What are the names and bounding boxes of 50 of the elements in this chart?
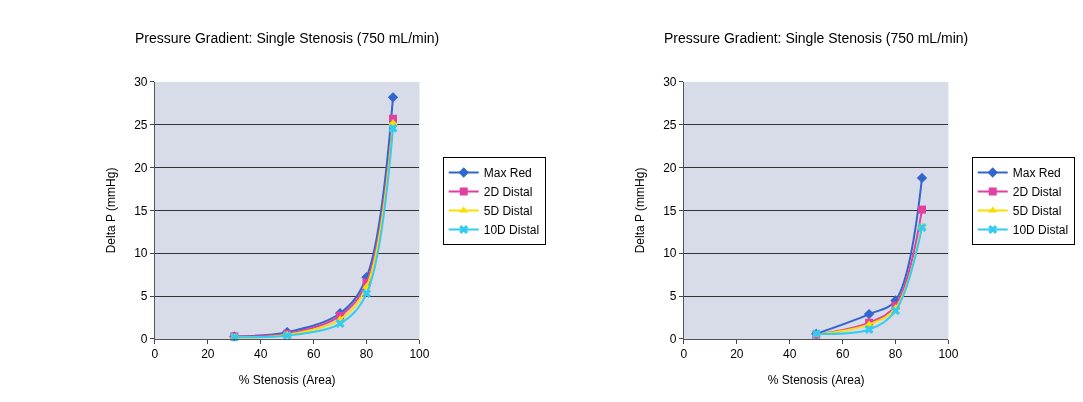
y-tick-label: 25 — [134, 117, 148, 132]
point — [918, 205, 926, 214]
x-tick-label: 80 — [888, 347, 903, 362]
y-tick-label: 25 — [663, 117, 677, 132]
point — [335, 319, 345, 329]
point — [362, 289, 372, 299]
legend-label: 10D Distal — [483, 223, 540, 238]
x-axis-title: % Stenosis (Area) — [238, 373, 336, 388]
legend-label: 5D Distal — [483, 204, 533, 219]
y-axis-title: Delta P (mmHg) — [104, 167, 119, 254]
y-tick-label: 30 — [663, 75, 677, 90]
y-tick-label: 20 — [663, 160, 677, 175]
x-tick-label: 100 — [938, 347, 959, 362]
point — [387, 92, 399, 103]
x-tick-label: 60 — [835, 347, 850, 362]
legend-label: Max Red — [483, 166, 532, 181]
x-tick-label: 80 — [359, 347, 374, 362]
legend-label: 2D Distal — [483, 185, 533, 200]
chart-title: Pressure Gradient: Single Stenosis (750 mL/min) — [135, 30, 440, 46]
legend-label: 10D Distal — [1012, 223, 1069, 238]
y-tick-label: 5 — [140, 289, 148, 304]
y-tick-label: 0 — [140, 332, 148, 347]
legend-label: Max Red — [1012, 166, 1061, 181]
legend-label: 5D Distal — [1012, 204, 1062, 219]
x-tick-label: 100 — [409, 347, 430, 362]
y-tick-label: 30 — [134, 75, 148, 90]
x-tick-label: 0 — [151, 347, 159, 362]
chart-title: Pressure Gradient: Single Stenosis (750 mL/min) — [664, 30, 969, 46]
legend-label: 2D Distal — [1012, 185, 1062, 200]
point — [916, 172, 928, 184]
y-axis-title: Delta P (mmHg) — [633, 167, 648, 254]
point — [917, 223, 927, 233]
x-tick-label: 60 — [306, 347, 321, 362]
y-tick-label: 15 — [134, 203, 148, 218]
x-tick-label: 20 — [730, 347, 744, 362]
x-tick-label: 40 — [783, 347, 797, 362]
x-tick-label: 0 — [680, 347, 688, 362]
x-tick-label: 20 — [201, 347, 215, 362]
y-tick-label: 20 — [134, 160, 148, 175]
point — [864, 325, 874, 335]
y-tick-label: 5 — [669, 289, 677, 304]
x-tick-label: 40 — [254, 347, 268, 362]
point — [891, 306, 901, 316]
y-tick-label: 15 — [663, 203, 677, 218]
y-tick-label: 10 — [134, 246, 148, 261]
y-tick-label: 10 — [663, 246, 677, 261]
y-tick-label: 0 — [669, 332, 677, 347]
x-axis-title: % Stenosis (Area) — [767, 373, 865, 388]
point — [863, 308, 875, 320]
point — [388, 123, 398, 133]
